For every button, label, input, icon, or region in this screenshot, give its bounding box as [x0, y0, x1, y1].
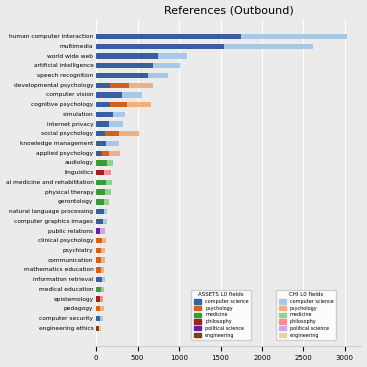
Bar	[153, 63, 180, 69]
Title: References (Outbound): References (Outbound)	[164, 6, 294, 15]
Bar	[96, 63, 153, 69]
Bar	[96, 267, 101, 273]
Bar	[224, 44, 313, 49]
Bar	[96, 150, 102, 156]
Bar	[101, 267, 105, 273]
Bar	[96, 258, 101, 263]
Bar	[100, 228, 105, 234]
Bar	[102, 150, 109, 156]
Bar	[105, 131, 119, 137]
Bar	[96, 53, 159, 59]
Bar	[122, 92, 142, 98]
Bar	[101, 258, 105, 263]
Bar	[113, 112, 125, 117]
Bar	[96, 83, 110, 88]
Bar	[105, 170, 111, 175]
Bar	[107, 160, 113, 166]
Bar	[96, 160, 107, 166]
Bar	[159, 53, 188, 59]
Bar	[96, 209, 103, 214]
Bar	[96, 102, 110, 107]
Bar	[96, 199, 104, 204]
Bar	[128, 83, 153, 88]
Bar	[96, 170, 105, 175]
Bar	[101, 287, 104, 292]
Bar	[241, 34, 347, 39]
Bar	[106, 141, 119, 146]
Bar	[109, 121, 123, 127]
Bar	[109, 150, 120, 156]
Bar	[100, 297, 103, 302]
Bar	[101, 248, 105, 253]
Bar	[103, 209, 108, 214]
Bar	[96, 131, 105, 137]
Bar	[96, 92, 122, 98]
Bar	[102, 238, 106, 243]
Bar	[103, 219, 107, 224]
Bar	[96, 73, 148, 78]
Bar	[96, 219, 103, 224]
Bar	[96, 141, 106, 146]
Bar	[96, 189, 105, 195]
Bar	[96, 238, 102, 243]
Bar	[96, 248, 101, 253]
Bar	[102, 277, 105, 282]
Bar	[110, 102, 127, 107]
Bar	[104, 199, 109, 204]
Bar	[99, 326, 101, 331]
Bar	[96, 112, 113, 117]
Bar	[96, 297, 100, 302]
Bar	[96, 287, 101, 292]
Bar	[96, 306, 100, 312]
Bar	[100, 316, 103, 321]
Bar	[96, 277, 102, 282]
Bar	[96, 34, 241, 39]
Bar	[148, 73, 168, 78]
Bar	[100, 306, 103, 312]
Bar	[110, 83, 128, 88]
Bar	[96, 121, 109, 127]
Bar	[105, 189, 111, 195]
Bar	[96, 316, 100, 321]
Bar	[96, 326, 99, 331]
Bar	[96, 44, 224, 49]
Bar	[119, 131, 139, 137]
Bar	[96, 180, 106, 185]
Bar	[127, 102, 151, 107]
Bar	[106, 180, 112, 185]
Bar	[96, 228, 100, 234]
